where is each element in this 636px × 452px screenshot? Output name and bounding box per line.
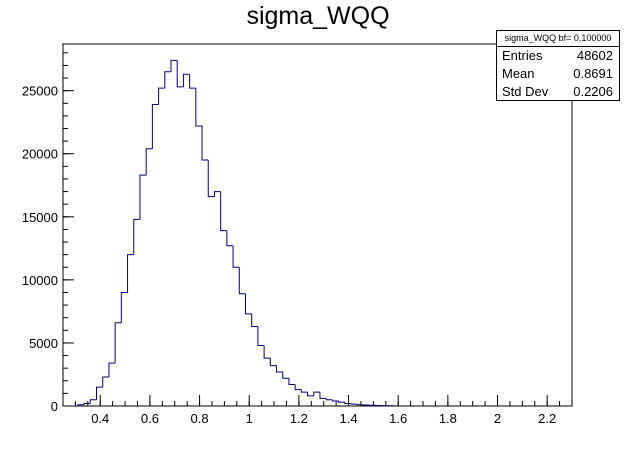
- histogram-bin: [344, 402, 352, 404]
- stats-value-mean: 0.8691: [573, 66, 613, 81]
- stats-row-stddev: Std Dev 0.2206: [497, 83, 619, 101]
- stats-box-header: sigma_WQQ bf= 0.100000: [497, 31, 619, 47]
- stats-value-entries: 48602: [576, 48, 613, 63]
- histogram-bin: [102, 376, 109, 388]
- histogram-bin: [170, 59, 178, 72]
- stats-label-stddev: Std Dev: [502, 84, 549, 99]
- x-tick-label: 1.2: [290, 411, 308, 426]
- histogram-bin: [313, 391, 320, 396]
- histogram-bin: [114, 322, 122, 364]
- histogram-bin: [108, 362, 116, 377]
- x-tick-label: 1.4: [339, 411, 357, 426]
- histogram-bin: [251, 313, 258, 328]
- stats-box: sigma_WQQ bf= 0.100000 Entries 48602 Mea…: [496, 30, 620, 101]
- y-tick-label: 20000: [22, 147, 58, 162]
- histogram-bin: [288, 378, 296, 386]
- histogram-bin: [294, 384, 302, 391]
- histogram-bin: [350, 403, 358, 405]
- histogram-bin: [325, 398, 333, 401]
- histogram-bin: [133, 218, 140, 255]
- histogram-bin: [257, 326, 265, 346]
- histogram-bin: [238, 267, 246, 295]
- x-tick-label: 1.8: [439, 411, 457, 426]
- x-tick-label: 2: [494, 411, 501, 426]
- histogram-bin: [120, 291, 128, 323]
- histogram-bin: [263, 345, 271, 359]
- histogram-bin: [356, 404, 364, 406]
- histogram-bin: [145, 148, 153, 176]
- y-tick-label: 10000: [22, 273, 58, 288]
- histogram-bin: [319, 392, 327, 399]
- y-tick-label: 25000: [22, 84, 58, 99]
- stats-row-mean: Mean 0.8691: [497, 65, 619, 83]
- histogram-bin: [269, 358, 277, 367]
- x-tick-label: 0.8: [191, 411, 209, 426]
- histogram-bin: [182, 73, 190, 87]
- y-tick-label: 0: [51, 399, 58, 414]
- stats-label-entries: Entries: [502, 48, 543, 63]
- stats-label-mean: Mean: [502, 66, 535, 81]
- histogram-bin: [331, 399, 339, 402]
- chart-title: sigma_WQQ: [246, 2, 390, 30]
- histogram-bin: [244, 293, 252, 315]
- x-tick-label: 1: [246, 411, 253, 426]
- histogram-bin: [189, 74, 196, 89]
- histogram-bin: [207, 160, 215, 198]
- histogram-bin: [201, 125, 209, 161]
- histogram-bin: [338, 400, 345, 403]
- stats-value-stddev: 0.2206: [573, 84, 613, 99]
- histogram-bin: [77, 404, 85, 406]
- histogram-bin: [83, 402, 91, 405]
- histogram-bin: [89, 399, 97, 404]
- histogram-bin: [164, 71, 172, 89]
- histogram-bin: [151, 104, 159, 149]
- histogram-bin: [220, 191, 227, 232]
- histogram-bin: [282, 371, 289, 379]
- histogram-bin: [213, 191, 221, 197]
- plot-frame: [62, 43, 573, 407]
- histogram-bin: [96, 386, 103, 400]
- x-tick-label: 1.6: [389, 411, 407, 426]
- histogram-bin: [226, 230, 234, 247]
- histogram-bin: [300, 389, 308, 393]
- x-tick-label: 0.4: [91, 411, 109, 426]
- y-tick-label: 5000: [29, 336, 58, 351]
- x-tick-label: 2.2: [538, 411, 556, 426]
- histogram-bin: [232, 245, 240, 268]
- histogram-bin: [127, 254, 134, 293]
- histogram-bin: [307, 392, 314, 397]
- histogram-bin: [195, 88, 203, 127]
- histogram-bin: [139, 174, 147, 220]
- histogram-bin: [176, 60, 184, 88]
- histogram-bin: [158, 87, 165, 105]
- stats-row-entries: Entries 48602: [497, 47, 619, 65]
- y-tick-label: 15000: [22, 210, 58, 225]
- histogram-bin: [276, 365, 283, 373]
- x-tick-label: 0.6: [141, 411, 159, 426]
